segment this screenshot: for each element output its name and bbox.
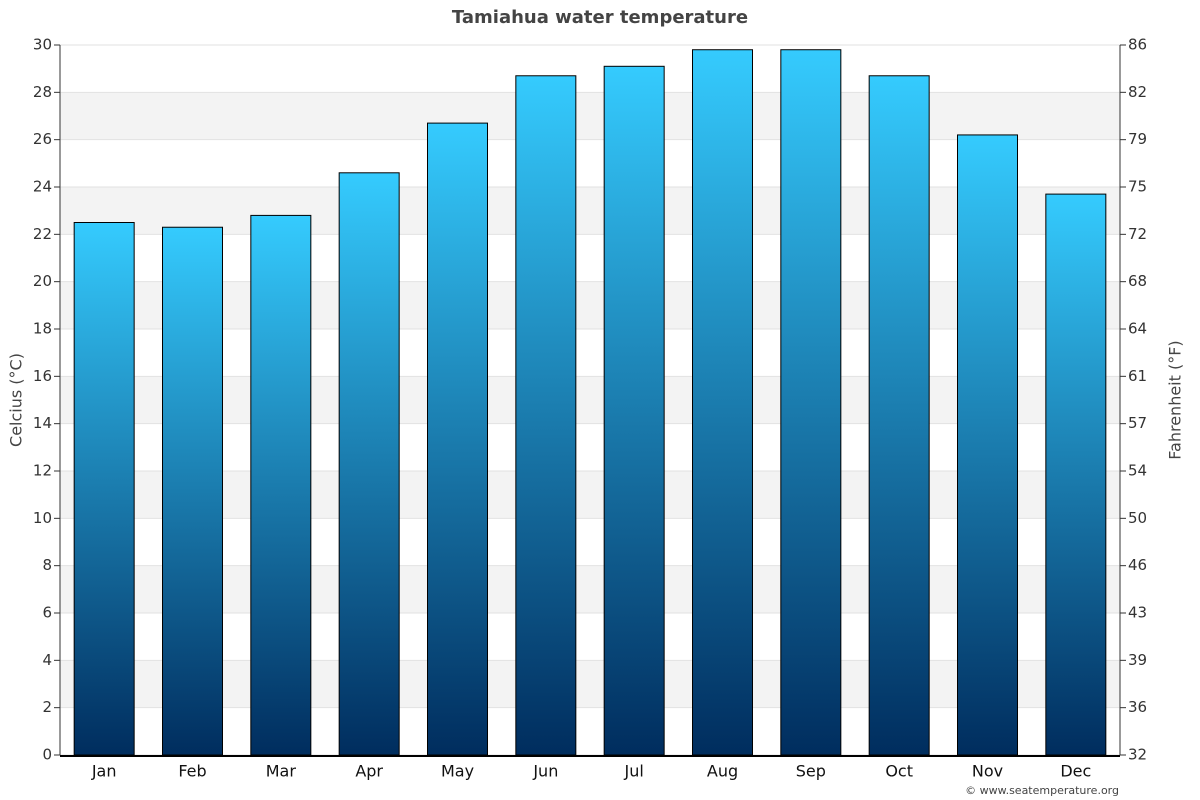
grid-band	[60, 565, 1120, 613]
y2-tick-label: 64	[1128, 320, 1147, 338]
grid-band	[60, 660, 1120, 708]
y2-tick-label: 82	[1128, 83, 1147, 101]
y-tick-label: 30	[33, 36, 52, 54]
bar	[603, 65, 665, 756]
x-tick-label: Dec	[1060, 762, 1091, 781]
grid-band	[60, 92, 1120, 140]
y2-axis-title: Fahrenheit (°F)	[1166, 340, 1185, 459]
y2-tick-label: 43	[1128, 604, 1147, 622]
credit: © www.seatemperature.org	[965, 784, 1119, 797]
x-tick-label: Feb	[178, 762, 206, 781]
bar	[1045, 193, 1107, 756]
y2-tick-label: 61	[1128, 367, 1147, 385]
y2-tick-label: 68	[1128, 272, 1147, 290]
x-tick-label: Jan	[91, 762, 117, 781]
y-tick-label: 26	[33, 130, 52, 148]
bar	[780, 49, 842, 756]
bar	[868, 75, 930, 756]
bar	[162, 226, 223, 756]
chart-title: Tamiahua water temperature	[452, 7, 748, 28]
bar	[73, 222, 135, 756]
y-tick-label: 18	[33, 320, 52, 338]
y2-tick-label: 86	[1128, 36, 1147, 54]
y-tick-label: 24	[33, 178, 52, 196]
grid-band	[60, 376, 1120, 424]
x-tick-label: Apr	[355, 762, 383, 781]
y-axis-title: Celcius (°C)	[7, 353, 26, 447]
y-tick-label: 10	[33, 509, 52, 527]
grid-band	[60, 281, 1120, 329]
bar	[427, 122, 488, 756]
bar	[515, 75, 577, 756]
y2-tick-label: 54	[1128, 462, 1147, 480]
y-tick-label: 22	[33, 225, 52, 243]
grid-band	[60, 471, 1120, 519]
y-tick-label: 20	[33, 272, 52, 290]
y2-tick-label: 36	[1128, 698, 1147, 716]
x-tick-label: Mar	[266, 762, 297, 781]
y2-tick-label: 75	[1128, 178, 1147, 196]
x-tick-label: Aug	[707, 762, 738, 781]
y-tick-label: 4	[42, 651, 52, 669]
y2-tick-label: 72	[1128, 225, 1147, 243]
x-tick-label: May	[441, 762, 474, 781]
y2-tick-label: 57	[1128, 414, 1147, 432]
y2-tick-label: 32	[1128, 746, 1147, 764]
x-tick-label: Oct	[885, 762, 913, 781]
y2-tick-label: 39	[1128, 651, 1147, 669]
x-tick-label: Nov	[972, 762, 1003, 781]
x-tick-label: Jul	[624, 762, 644, 781]
y-tick-label: 6	[42, 604, 52, 622]
y-tick-label: 16	[33, 367, 52, 385]
y-tick-label: 12	[33, 462, 52, 480]
bar	[250, 214, 312, 756]
bar	[957, 134, 1018, 756]
y-tick-label: 2	[42, 698, 52, 716]
x-tick-label: Sep	[796, 762, 826, 781]
grid-band	[60, 187, 1120, 235]
y-tick-label: 14	[33, 414, 52, 432]
y-tick-label: 0	[42, 746, 52, 764]
bar	[692, 49, 753, 756]
y2-tick-label: 46	[1128, 556, 1147, 574]
y2-tick-label: 79	[1128, 130, 1147, 148]
y-tick-label: 28	[33, 83, 52, 101]
bar	[338, 172, 400, 756]
y2-tick-label: 50	[1128, 509, 1147, 527]
y-tick-label: 8	[42, 556, 52, 574]
x-tick-label: Jun	[532, 762, 558, 781]
